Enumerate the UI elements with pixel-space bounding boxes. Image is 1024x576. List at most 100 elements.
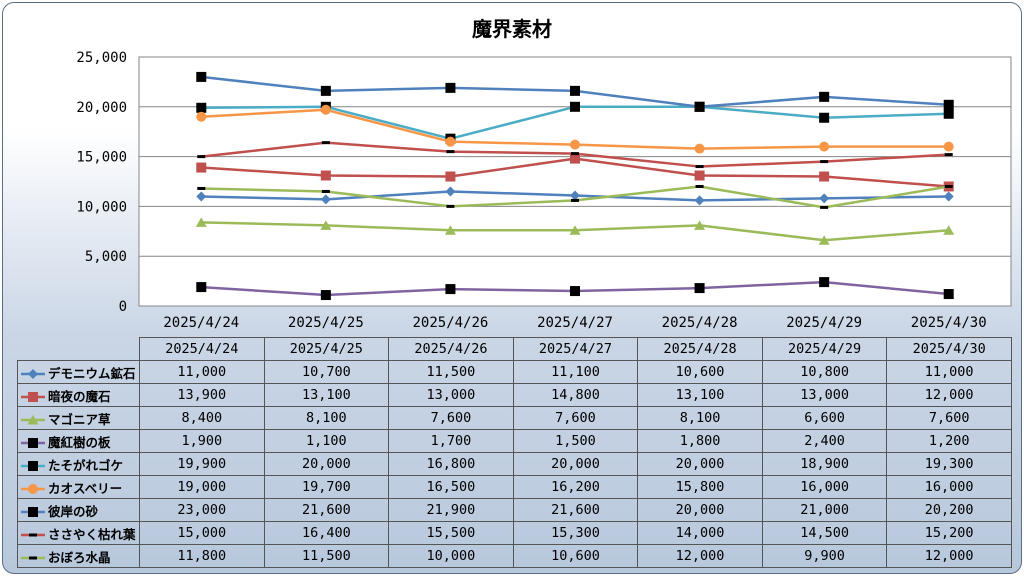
data-cell: 2,400 bbox=[761, 429, 888, 453]
data-cell: 11,000 bbox=[139, 360, 265, 384]
data-point bbox=[694, 170, 705, 181]
data-cell: 16,500 bbox=[388, 475, 514, 499]
data-cell: 8,400 bbox=[139, 406, 265, 430]
data-cell: 11,800 bbox=[139, 544, 265, 568]
data-point bbox=[320, 104, 331, 115]
y-tick-label: 15,000 bbox=[76, 150, 127, 166]
data-point bbox=[320, 170, 331, 181]
data-cell: 11,000 bbox=[886, 360, 1012, 384]
column-header: 2025/4/30 bbox=[886, 337, 1012, 361]
data-cell: 10,800 bbox=[761, 360, 888, 384]
legend-key bbox=[21, 392, 45, 402]
y-tick-label: 5,000 bbox=[85, 249, 127, 265]
legend-marker bbox=[29, 556, 37, 560]
data-cell: 13,900 bbox=[139, 383, 265, 407]
column-header: 2025/4/24 bbox=[139, 337, 265, 361]
data-cell: 13,000 bbox=[388, 383, 514, 407]
data-cell: 15,300 bbox=[512, 521, 639, 545]
series-8 bbox=[197, 141, 953, 169]
data-cell: 10,600 bbox=[637, 360, 763, 384]
data-point bbox=[196, 162, 207, 173]
data-point bbox=[943, 108, 954, 119]
legend-marker bbox=[28, 392, 38, 402]
data-cell: 20,000 bbox=[637, 498, 763, 522]
data-point bbox=[694, 220, 706, 230]
series-name: 彼岸の砂 bbox=[48, 503, 99, 519]
legend-marker bbox=[28, 461, 38, 471]
data-point bbox=[446, 204, 455, 208]
data-point bbox=[445, 136, 456, 147]
data-cell: 1,100 bbox=[263, 429, 390, 453]
data-cell: 20,000 bbox=[263, 452, 390, 476]
x-tick-label: 2025/4/25 bbox=[288, 315, 364, 331]
legend-key bbox=[21, 556, 45, 560]
data-cell: 14,800 bbox=[512, 383, 639, 407]
legend-key bbox=[21, 507, 45, 517]
y-tick-label: 20,000 bbox=[76, 100, 127, 116]
data-cell: 21,600 bbox=[263, 498, 390, 522]
legend-marker bbox=[28, 438, 38, 448]
data-point bbox=[445, 186, 456, 197]
x-tick-label: 2025/4/27 bbox=[537, 315, 613, 331]
data-point bbox=[196, 111, 207, 122]
data-point bbox=[320, 220, 332, 230]
legend-entry: カオスベリー bbox=[17, 475, 140, 499]
data-cell: 7,600 bbox=[512, 406, 639, 430]
legend-entry: デモニウム鉱石 bbox=[17, 360, 140, 384]
data-point bbox=[445, 284, 456, 295]
data-cell: 7,600 bbox=[388, 406, 514, 430]
x-tick-label: 2025/4/24 bbox=[163, 315, 239, 331]
data-cell: 11,100 bbox=[512, 360, 639, 384]
data-point bbox=[819, 91, 830, 102]
data-cell: 1,900 bbox=[139, 429, 265, 453]
data-cell: 14,500 bbox=[761, 521, 888, 545]
data-point bbox=[446, 150, 455, 154]
data-cell: 6,600 bbox=[761, 406, 888, 430]
data-point bbox=[943, 141, 954, 152]
data-point bbox=[819, 277, 830, 288]
series-name: 魔紅樹の板 bbox=[48, 434, 111, 450]
data-point bbox=[570, 139, 580, 150]
data-cell: 8,100 bbox=[263, 406, 390, 430]
data-point bbox=[196, 191, 207, 202]
legend-entry: ささやく枯れ葉 bbox=[17, 521, 140, 545]
series-3 bbox=[195, 217, 955, 245]
data-point bbox=[818, 235, 830, 245]
data-cell: 18,900 bbox=[761, 452, 888, 476]
table-row: たそがれゴケ 19,900 20,000 16,800 20,000 20,000 18,9… bbox=[17, 452, 1012, 476]
table-row: デモニウム鉱石 11,000 10,700 11,500 11,100 10,600 10,… bbox=[17, 360, 1012, 384]
table-row: 暗夜の魔石 13,900 13,100 13,000 14,800 13,100 13,00… bbox=[17, 383, 1012, 407]
data-point bbox=[694, 195, 705, 206]
data-cell: 15,200 bbox=[886, 521, 1012, 545]
table-header-row: 2025/4/24 2025/4/25 2025/4/26 2025/4/27 2025… bbox=[17, 337, 1012, 361]
data-point bbox=[695, 165, 704, 169]
data-cell: 21,900 bbox=[388, 498, 514, 522]
legend-entry: たそがれゴケ bbox=[17, 452, 140, 476]
legend-entry: 彼岸の砂 bbox=[17, 498, 140, 522]
data-point bbox=[445, 82, 456, 93]
data-point bbox=[694, 101, 705, 112]
data-cell: 19,000 bbox=[139, 475, 265, 499]
x-tick-label: 2025/4/30 bbox=[911, 315, 987, 331]
data-point bbox=[570, 190, 580, 201]
column-header: 2025/4/29 bbox=[761, 337, 888, 361]
x-tick-label: 2025/4/28 bbox=[662, 315, 738, 331]
data-point bbox=[197, 186, 206, 190]
data-cell: 16,200 bbox=[512, 475, 639, 499]
data-point bbox=[943, 225, 955, 235]
data-point bbox=[819, 112, 830, 123]
legend-entry: マゴニア草 bbox=[17, 406, 140, 430]
data-cell: 23,000 bbox=[139, 498, 265, 522]
data-point bbox=[819, 141, 830, 152]
legend-entry: おぼろ水晶 bbox=[17, 544, 140, 568]
data-cell: 21,600 bbox=[512, 498, 639, 522]
legend-entry: 暗夜の魔石 bbox=[17, 383, 140, 407]
y-tick-label: 10,000 bbox=[76, 199, 127, 215]
data-cell: 19,700 bbox=[263, 475, 390, 499]
legend-entry: 魔紅樹の板 bbox=[17, 429, 140, 453]
data-cell: 15,000 bbox=[139, 521, 265, 545]
legend-key bbox=[21, 438, 45, 448]
data-point bbox=[571, 152, 579, 156]
series-6 bbox=[196, 104, 954, 154]
data-point bbox=[943, 99, 954, 110]
